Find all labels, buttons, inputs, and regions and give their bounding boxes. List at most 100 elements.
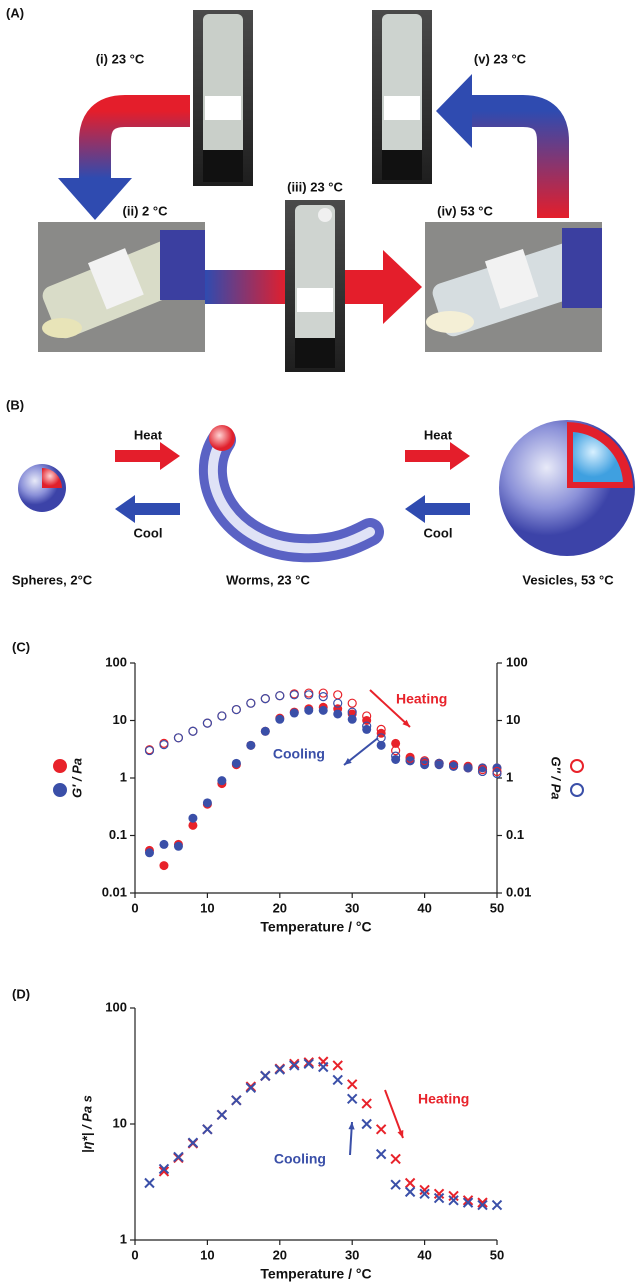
y-axis-label: |η*| / Pa s — [79, 1095, 94, 1153]
point — [361, 1118, 372, 1130]
point — [419, 1188, 430, 1200]
point — [188, 820, 198, 830]
step-label: (ii) 2 °C — [123, 203, 169, 218]
y2-tick-label: 0.1 — [506, 827, 524, 842]
point — [433, 1188, 445, 1200]
point — [448, 761, 459, 771]
arrow-head — [436, 74, 472, 148]
y-tick-label: 0.01 — [102, 884, 127, 899]
point — [246, 698, 256, 708]
vesicle — [499, 420, 635, 556]
point — [405, 753, 415, 763]
x-tick-label: 0 — [131, 900, 138, 915]
point — [304, 705, 314, 715]
point — [173, 841, 183, 851]
point — [434, 758, 444, 768]
point — [333, 690, 343, 700]
point — [318, 1061, 329, 1073]
point — [202, 1124, 213, 1135]
x-axis-label: Temperature / °C — [260, 919, 371, 935]
point — [144, 1177, 155, 1189]
y2-tick-label: 100 — [506, 654, 528, 669]
point — [462, 1195, 474, 1206]
y-tick-label: 1 — [120, 1231, 127, 1246]
point — [391, 754, 401, 764]
photo — [425, 222, 602, 352]
point — [404, 1177, 416, 1189]
point — [159, 861, 169, 871]
x-tick-label: 20 — [273, 1247, 287, 1262]
legend-marker — [570, 783, 584, 797]
point — [289, 1058, 300, 1070]
arrow — [205, 270, 287, 304]
arrow — [470, 95, 569, 218]
y-tick-label: 10 — [113, 712, 127, 727]
point — [375, 1124, 387, 1135]
y-axis-label: G′ / Pa — [69, 758, 84, 798]
point — [405, 756, 415, 766]
y-tick-label: 100 — [105, 654, 127, 669]
x-tick-label: 50 — [490, 1247, 504, 1262]
point — [260, 1070, 271, 1082]
point — [318, 692, 328, 702]
sphere-micelle — [18, 464, 66, 512]
point — [405, 756, 415, 766]
x-tick-label: 10 — [200, 900, 214, 915]
point — [318, 705, 328, 715]
point — [375, 1148, 387, 1160]
photo — [38, 222, 205, 352]
point — [246, 740, 256, 750]
point — [448, 1195, 459, 1206]
point — [275, 714, 285, 724]
annotation-arrow-head — [402, 719, 410, 727]
annotation: Heating — [418, 1091, 469, 1107]
point — [231, 704, 241, 715]
step-label: (i) 23 °C — [96, 51, 145, 66]
x-tick-label: 40 — [417, 900, 431, 915]
legend-marker — [53, 759, 67, 773]
step-label: (iv) 53 °C — [437, 203, 493, 218]
point — [333, 698, 343, 708]
point — [362, 721, 372, 731]
annotation-arrow-head — [397, 1130, 404, 1138]
point — [303, 1058, 314, 1070]
point — [274, 1064, 286, 1075]
annotation: Cooling — [274, 1151, 326, 1167]
point — [158, 1163, 170, 1175]
point — [289, 1060, 300, 1071]
morphology-label: Vesicles, 53 °C — [522, 572, 614, 587]
arrow — [79, 95, 190, 178]
point — [492, 768, 502, 779]
point — [173, 733, 184, 743]
point — [231, 1095, 242, 1106]
point — [332, 1074, 343, 1086]
point — [362, 724, 372, 734]
panel-label: (D) — [12, 986, 30, 1001]
equilibrium-arrows — [115, 442, 470, 523]
point — [217, 776, 227, 786]
x-axis-label: Temperature / °C — [260, 1266, 371, 1282]
y2-tick-label: 0.01 — [506, 884, 531, 899]
worm — [207, 435, 375, 554]
y2-tick-label: 10 — [506, 712, 520, 727]
point — [477, 766, 488, 777]
annotation-arrow-head — [344, 757, 352, 765]
arrow — [345, 270, 385, 304]
morphology-label: Worms, 23 °C — [226, 572, 310, 587]
y-tick-label: 10 — [113, 1115, 127, 1130]
point — [202, 798, 212, 808]
arrow-head — [383, 250, 422, 324]
point — [361, 1098, 372, 1109]
point — [187, 1137, 199, 1148]
point — [390, 1179, 401, 1190]
cool-label: Cool — [134, 525, 163, 540]
point — [376, 740, 386, 750]
point — [303, 1057, 314, 1068]
y-tick-label: 100 — [105, 999, 127, 1014]
point — [346, 1079, 358, 1090]
point — [477, 1197, 488, 1208]
point — [333, 709, 343, 719]
point — [275, 691, 285, 701]
y2-tick-label: 1 — [506, 769, 513, 784]
annotation: Cooling — [273, 746, 325, 762]
